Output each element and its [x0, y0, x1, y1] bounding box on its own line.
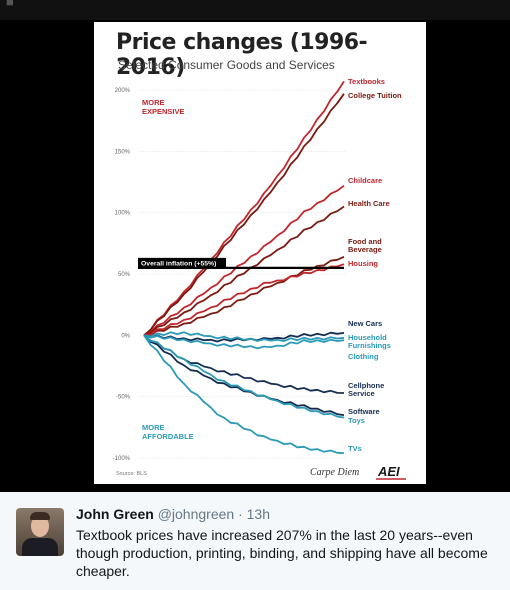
series-label: Health Care [348, 199, 390, 208]
series-line-housing [143, 263, 345, 337]
series-label: TVs [348, 444, 362, 453]
cropped-header-text: ■ [6, 0, 118, 9]
series-line-clothing [143, 334, 345, 350]
chart-title: Price changes (1996-2016) [116, 30, 368, 80]
avatar-shirt [22, 538, 58, 556]
series-line-textbooks [143, 80, 345, 336]
series-label: Housing [348, 259, 378, 268]
price-changes-chart: 200%150%100%50%0%-50%-100%MOREEXPENSIVEM… [113, 77, 406, 480]
more-expensive-label: MORE [142, 98, 165, 107]
series-label: Textbooks [348, 77, 385, 86]
y-tick-label: 50% [118, 272, 131, 278]
avatar-head [31, 515, 49, 537]
series-label: Clothing [348, 352, 379, 361]
series-label: Food and [348, 237, 382, 246]
inflation-label-box [138, 257, 226, 268]
series-line-college-tuition [143, 93, 345, 337]
tweet-text: Textbook prices have increased 207% in t… [76, 527, 488, 579]
avatar[interactable] [16, 508, 64, 556]
browser-top-bar: ■ [0, 0, 510, 20]
tweet[interactable]: John Green @johngreen · 13h Textbook pri… [0, 492, 510, 590]
tweet-separator: · [238, 506, 243, 522]
y-tick-label: -50% [116, 395, 131, 401]
series-line-toys [143, 334, 345, 419]
more-affordable-label: MORE [142, 423, 165, 432]
avatar-hair [30, 512, 50, 520]
tweet-author-name[interactable]: John Green [76, 506, 154, 522]
y-tick-label: 100% [115, 211, 131, 217]
series-line-cellphone-service [143, 334, 345, 394]
tweet-image-chart[interactable]: Price changes (1996-2016) Selected Consu… [94, 22, 426, 484]
series-label: Childcare [348, 176, 382, 185]
series-label: Software [348, 407, 380, 416]
series-label: Cellphone [348, 381, 384, 390]
series-label: College Tuition [348, 91, 402, 100]
series-label: Beverage [348, 245, 382, 254]
source-note: Source: BLS [116, 471, 147, 477]
more-expensive-label: EXPENSIVE [142, 107, 185, 116]
chart-subtitle: Selected Consumer Goods and Services [118, 58, 335, 72]
tweet-header: John Green @johngreen · 13h [76, 506, 270, 522]
series-label: Service [348, 389, 375, 398]
series-line-household-furnishings [143, 331, 345, 343]
series-line-childcare [143, 184, 345, 337]
more-affordable-label: AFFORDABLE [142, 432, 194, 441]
y-tick-label: 200% [115, 88, 131, 94]
series-label: New Cars [348, 319, 382, 328]
series-line-tvs [143, 334, 345, 454]
tweet-author-handle[interactable]: @johngreen [157, 506, 235, 522]
brand-name: Carpe Diem [310, 467, 359, 478]
series-label: Furnishings [348, 341, 391, 350]
series-line-health-care [143, 205, 345, 337]
tweet-timestamp[interactable]: 13h [246, 506, 270, 522]
series-line-food-and-beverage [143, 255, 345, 337]
y-tick-label: -100% [113, 456, 131, 462]
y-tick-label: 150% [115, 149, 131, 155]
series-label: Toys [348, 416, 365, 425]
series-line-software [143, 334, 345, 416]
inflation-label: Overall inflation (+55%) [141, 260, 216, 267]
series-label: Household [348, 333, 387, 342]
y-tick-label: 0% [121, 333, 130, 339]
aei-logo: AEI [377, 464, 400, 479]
